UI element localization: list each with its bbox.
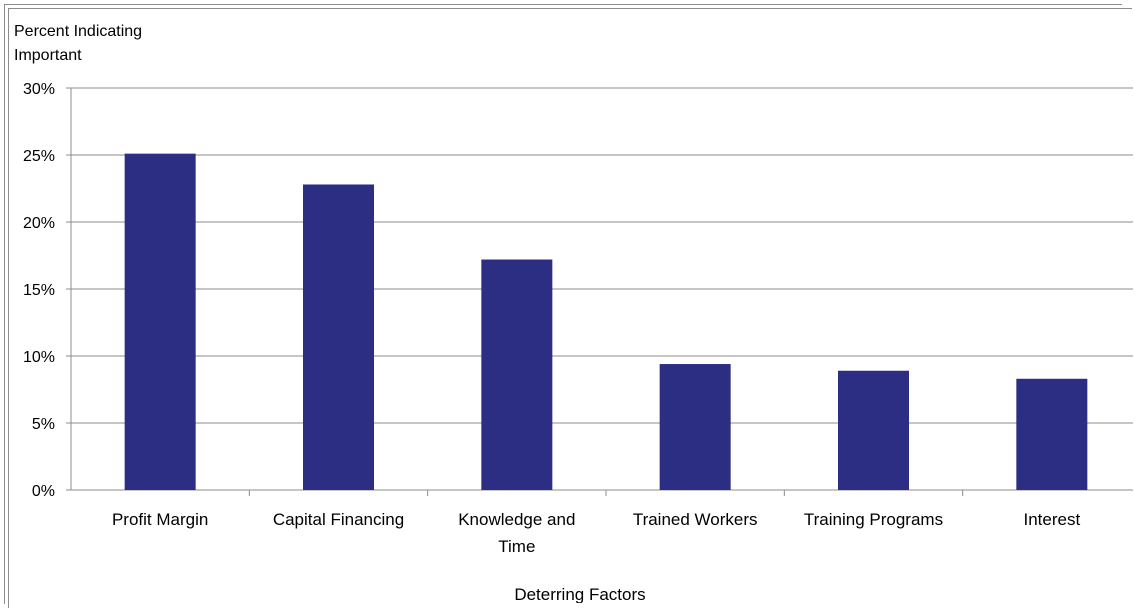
y-tick-label-30: 30% <box>23 81 55 98</box>
y-axis-title-line-2: Important <box>14 47 82 64</box>
category-label-4: Training Programs <box>804 510 943 529</box>
bar-2 <box>481 259 553 490</box>
y-tick-label-25: 25% <box>23 148 55 165</box>
y-axis-title: Percent Indicating Important <box>14 20 214 68</box>
category-label-1: Capital Financing <box>273 510 404 529</box>
bar-4 <box>838 370 909 490</box>
y-tick-label-0: 0% <box>32 483 55 500</box>
category-label-5: Interest <box>1023 510 1080 529</box>
bar-0 <box>124 153 196 490</box>
bar-5 <box>1016 378 1088 490</box>
category-label-3: Trained Workers <box>633 510 758 529</box>
y-tick-label-20: 20% <box>23 215 55 232</box>
y-tick-label-5: 5% <box>32 416 55 433</box>
chart-frame-outer <box>8 8 1132 608</box>
category-label-2-line-1: Time <box>498 537 535 556</box>
y-tick-label-10: 10% <box>23 349 55 366</box>
bar-1 <box>303 184 374 491</box>
category-label-0: Profit Margin <box>112 510 208 529</box>
x-axis-title: Deterring Factors <box>514 585 645 603</box>
chart-frame-inner <box>4 4 1122 604</box>
category-label-2-line-0: Knowledge and <box>458 510 575 529</box>
y-axis-title-line-1: Percent Indicating <box>14 23 143 40</box>
bar-3 <box>659 364 731 490</box>
y-tick-label-15: 15% <box>23 282 55 299</box>
